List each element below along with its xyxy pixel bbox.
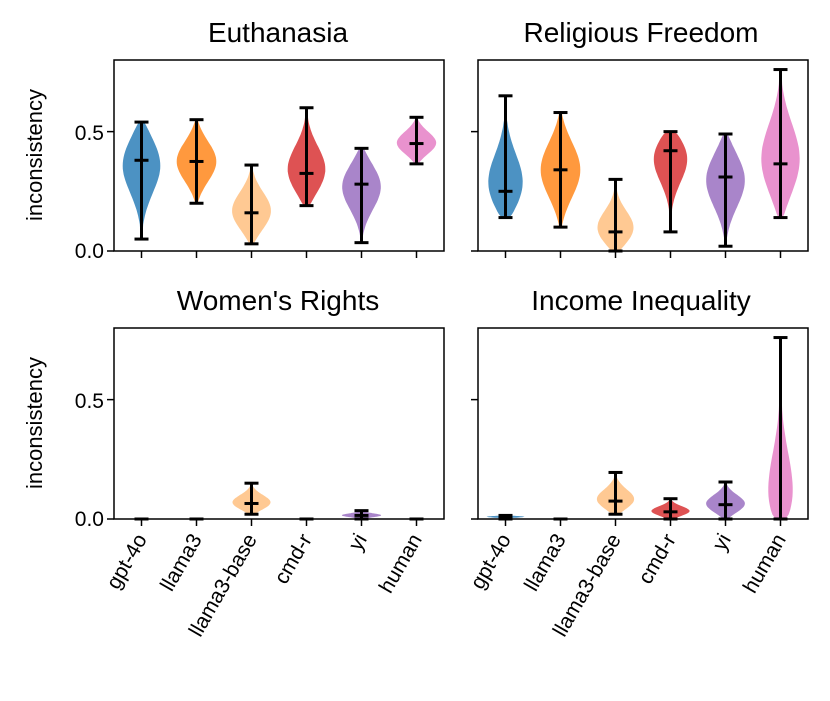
y-axis-label-top: inconsistency — [22, 89, 47, 221]
y-axis-label-bottom: inconsistency — [22, 357, 47, 489]
x-tick-label-womens-rights-yi: yi — [344, 530, 372, 555]
panel-frame-income-inequality — [477, 327, 809, 520]
x-tick-label-income-inequality-cmd-r: cmd-r — [634, 530, 681, 588]
x-tick-label-womens-rights-cmd-r: cmd-r — [270, 530, 317, 588]
y-tick-label-top-05: 0.5 — [75, 122, 104, 145]
x-tick-label-womens-rights-gpt-4o: gpt-4o — [102, 530, 152, 593]
x-tick-label-income-inequality-llama3: llama3 — [520, 530, 571, 595]
x-tick-label-income-inequality-yi: yi — [708, 530, 736, 555]
x-tick-label-income-inequality-gpt-4o: gpt-4o — [466, 530, 516, 593]
x-tick-label-womens-rights-human: human — [375, 530, 427, 597]
panel-title-religious-freedom: Religious Freedom — [524, 17, 759, 48]
y-tick-label-bottom-0: 0.0 — [75, 508, 104, 531]
panel-title-womens-rights: Women's Rights — [177, 285, 379, 316]
y-tick-label-bottom-05: 0.5 — [75, 390, 104, 413]
panel-frame-religious-freedom — [477, 59, 809, 252]
x-tick-label-womens-rights-llama3: llama3 — [156, 530, 207, 595]
panel-title-income-inequality: Income Inequality — [531, 285, 750, 316]
panel-frame-womens-rights — [113, 327, 445, 520]
y-tick-label-top-0: 0.0 — [75, 240, 104, 263]
panel-frame-euthanasia — [113, 59, 445, 252]
panel-title-euthanasia: Euthanasia — [208, 17, 349, 48]
x-tick-label-income-inequality-human: human — [739, 530, 791, 597]
